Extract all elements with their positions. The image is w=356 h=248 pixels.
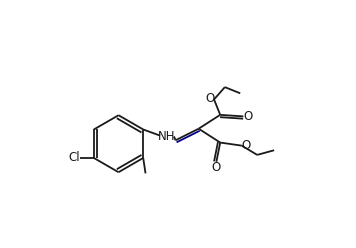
Text: O: O xyxy=(205,92,215,105)
Text: Cl: Cl xyxy=(69,152,80,164)
Text: O: O xyxy=(212,161,221,175)
Text: NH: NH xyxy=(158,130,176,143)
Text: O: O xyxy=(243,110,252,123)
Text: O: O xyxy=(242,139,251,152)
